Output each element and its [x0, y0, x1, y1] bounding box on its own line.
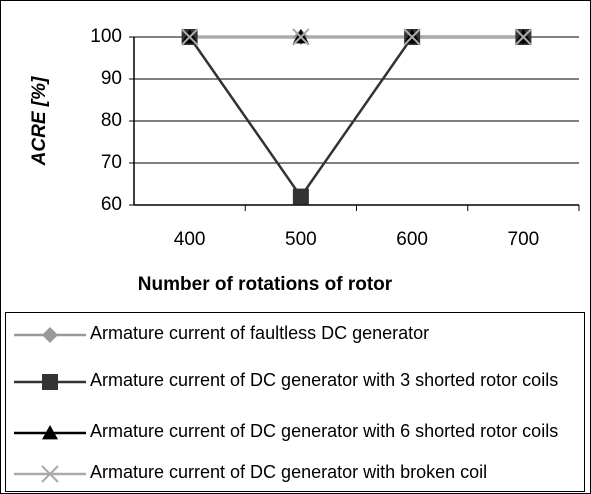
legend-label: Armature current of DC generator with br… — [90, 462, 488, 482]
marker — [292, 188, 309, 205]
marker — [180, 28, 199, 46]
legend-label: Armature current of faultless DC generat… — [90, 323, 430, 343]
legend: Armature current of faultless DC generat… — [5, 312, 585, 492]
y-axis-label: ACRE [%] — [29, 76, 50, 166]
marker — [42, 327, 58, 343]
marker — [42, 425, 58, 440]
x-tick-label: 500 — [285, 229, 317, 250]
marker — [403, 28, 421, 46]
legend-label: Armature current of DC generator with 6 … — [90, 421, 559, 441]
y-tick-label: 100 — [90, 26, 122, 47]
x-tick-label: 700 — [508, 229, 540, 250]
x-tick-label: 600 — [396, 229, 428, 250]
marker — [514, 28, 533, 46]
x-axis-label: Number of rotations of rotor — [138, 274, 393, 295]
legend-icon — [14, 465, 86, 483]
legend-icon — [14, 327, 86, 343]
marker — [42, 374, 58, 390]
x-tick-label: 400 — [174, 229, 206, 250]
legend-entry: Armature current of DC generator with 3 … — [6, 370, 560, 391]
legend-icon — [14, 425, 86, 440]
legend-label: Armature current of DC generator with 3 … — [90, 370, 559, 390]
chart: Number of rotations of rotor ACRE [%] 60… — [29, 26, 580, 295]
marker — [41, 465, 59, 483]
legend-icon — [14, 374, 86, 390]
y-tick-label: 80 — [101, 110, 122, 131]
legend-entry: Armature current of DC generator with 6 … — [6, 421, 560, 442]
y-tick-label: 60 — [101, 194, 122, 215]
legend-entry: Armature current of faultless DC generat… — [6, 323, 560, 344]
legend-entry: Armature current of DC generator with br… — [6, 462, 560, 483]
y-tick-label: 90 — [101, 68, 122, 89]
y-tick-label: 70 — [101, 152, 122, 173]
marker — [292, 28, 310, 46]
series-line — [188, 35, 524, 199]
